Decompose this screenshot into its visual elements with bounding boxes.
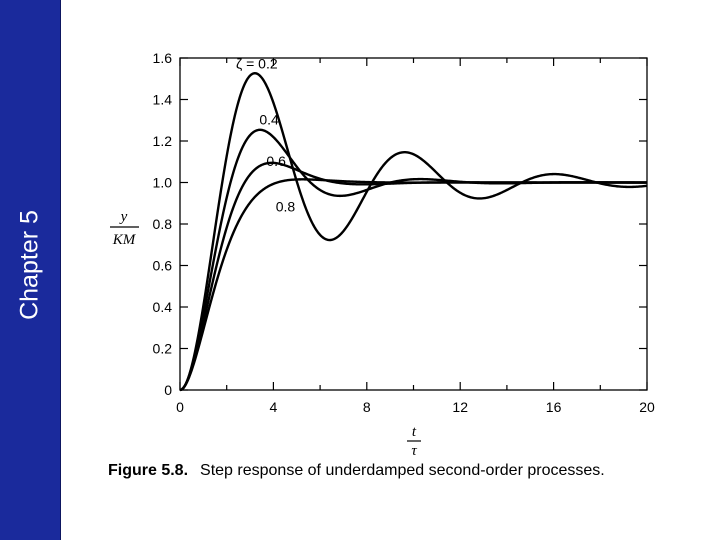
y-tick-label: 1.4 xyxy=(153,92,173,108)
series-lines xyxy=(179,72,648,392)
series-label: 0.6 xyxy=(266,153,286,169)
y-tick-label: 0.8 xyxy=(153,216,173,232)
y-axis-label-numerator: y xyxy=(119,209,128,225)
x-axis-label-denominator: τ xyxy=(411,443,417,459)
y-axis-label-denominator: KM xyxy=(112,232,137,248)
chapter-sidebar: Chapter 5 xyxy=(0,0,61,540)
x-tick-label: 4 xyxy=(270,399,278,415)
series-label: 0.4 xyxy=(259,111,279,127)
x-axis-label-numerator: t xyxy=(412,424,417,440)
figure-caption: Figure 5.8. Step response of underdamped … xyxy=(108,462,605,480)
series-labels: ζ = 0.2 0.4 0.6 0.8 xyxy=(236,55,295,214)
series-line-0.4 xyxy=(179,128,648,392)
series-line-0.2 xyxy=(179,72,648,392)
y-tick-label: 0 xyxy=(164,382,172,398)
series-label: ζ = 0.2 xyxy=(236,55,278,71)
axis-titles: y KM tτ xyxy=(110,209,421,459)
x-tick-label: 20 xyxy=(639,399,655,415)
figure-number: Figure 5.8. xyxy=(108,462,189,479)
y-tick-label: 0.2 xyxy=(153,341,173,357)
axes: 0 4 8 12 16 20 0 0.2 0.4 0.6 0.8 1.0 1.2 1.4 1.6 xyxy=(153,50,655,415)
figure-caption-text: Step response of underdamped second-orde… xyxy=(200,462,605,479)
y-tick-label: 0.4 xyxy=(153,299,173,315)
series-label: 0.8 xyxy=(276,199,296,215)
y-tick-label: 0.6 xyxy=(153,258,173,274)
x-tick-label: 12 xyxy=(452,399,468,415)
plot-frame xyxy=(179,57,648,391)
x-tick-label: 16 xyxy=(546,399,562,415)
x-tick-label: 8 xyxy=(363,399,371,415)
y-tick-label: 1.0 xyxy=(153,175,173,191)
series-line-0.6 xyxy=(179,161,648,392)
y-tick-label: 1.2 xyxy=(153,133,173,149)
series-line-0.8 xyxy=(179,178,648,392)
x-tick-label: 0 xyxy=(176,399,184,415)
y-tick-label: 1.6 xyxy=(153,50,173,66)
